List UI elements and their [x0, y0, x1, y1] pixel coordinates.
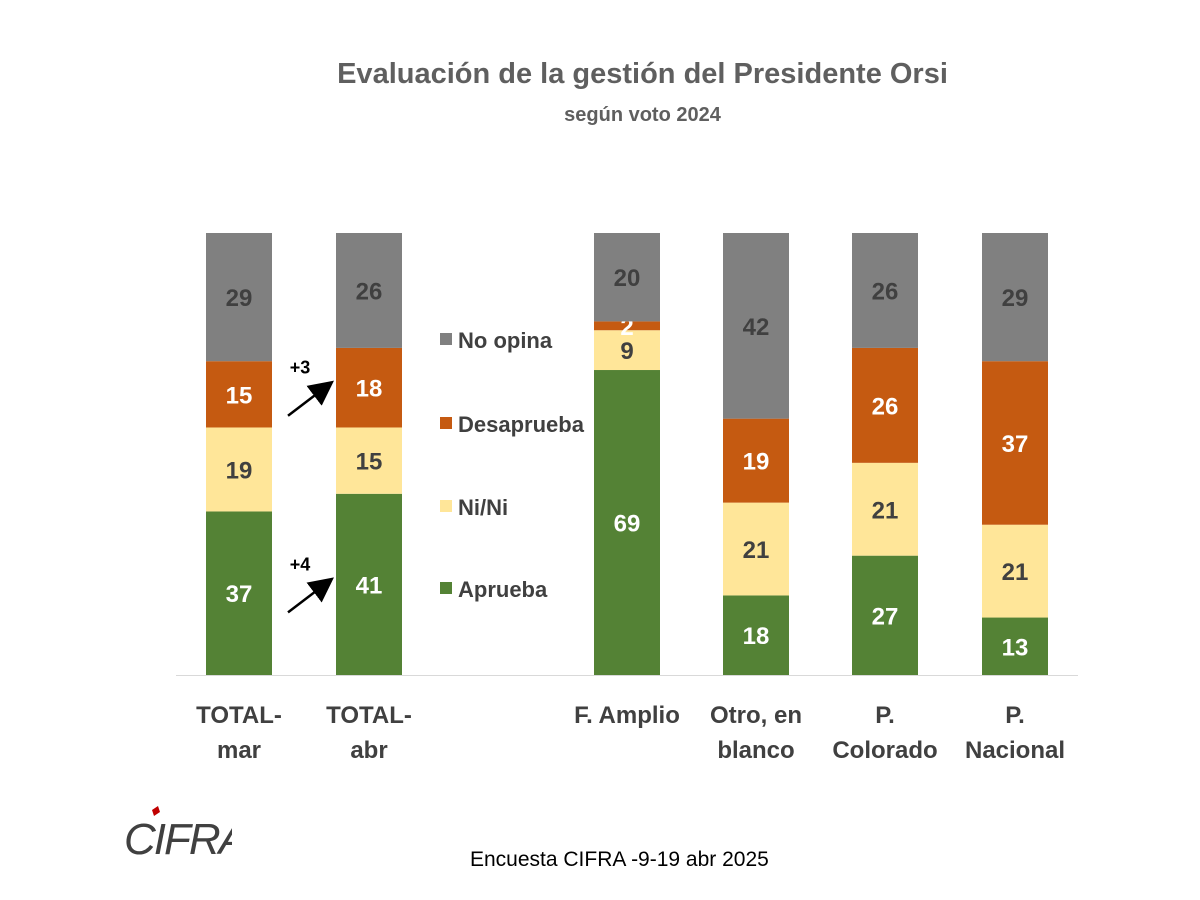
legend-swatch-desaprueba	[440, 417, 452, 429]
bar-segment-ni-ni-2	[594, 330, 660, 371]
source-note: Encuesta CIFRA -9-19 abr 2025	[470, 848, 769, 871]
bar-segment-no-opina-1	[336, 233, 402, 348]
bar-segment-ni-ni-3	[723, 502, 789, 596]
bar-segment-desaprueba-3	[723, 418, 789, 503]
bar-segment-no-opina-4	[852, 233, 918, 348]
legend-swatch-no-opina	[440, 333, 452, 345]
category-label-3-1: blanco	[717, 737, 794, 764]
cifra-logo: CIFRA	[124, 806, 232, 862]
data-label-desaprueba-0: 15	[226, 382, 253, 409]
bar-segment-aprueba-2	[594, 370, 660, 675]
chart-title: Evaluación de la gestión del Presidente …	[337, 58, 948, 90]
logo-wordmark: CIFRA	[124, 815, 232, 862]
data-label-no-opina-1: 26	[356, 278, 383, 305]
bar-segment-ni-ni-1	[336, 427, 402, 494]
category-label-5-1: Nacional	[965, 737, 1065, 764]
legend-swatch-aprueba	[440, 582, 452, 594]
category-label-0-1: mar	[217, 737, 261, 764]
bar-segment-ni-ni-4	[852, 462, 918, 556]
category-label-0-0: TOTAL-	[196, 702, 282, 729]
legend-label-aprueba: Aprueba	[458, 577, 548, 602]
data-label-ni-ni-0: 19	[226, 457, 253, 484]
bar-segment-aprueba-5	[982, 617, 1048, 675]
data-label-aprueba-3: 18	[743, 623, 770, 650]
data-label-aprueba-0: 37	[226, 581, 253, 608]
legend-label-desaprueba: Desaprueba	[458, 412, 585, 437]
bar-segment-desaprueba-1	[336, 347, 402, 428]
change-arrow-desaprueba	[287, 380, 334, 417]
change-label-desaprueba: +3	[290, 358, 311, 378]
category-label-2-0: F. Amplio	[574, 702, 680, 729]
change-arrow-aprueba	[287, 577, 334, 614]
bar-segment-ni-ni-5	[982, 524, 1048, 618]
data-label-no-opina-0: 29	[226, 285, 253, 312]
bar-segment-aprueba-1	[336, 493, 402, 675]
legend-label-ni-ni: Ni/Ni	[458, 495, 508, 520]
legend-swatch-ni-ni	[440, 500, 452, 512]
data-label-ni-ni-4: 21	[872, 497, 899, 524]
bar-segment-no-opina-0	[206, 233, 272, 362]
bar-segment-aprueba-0	[206, 511, 272, 675]
data-label-no-opina-5: 29	[1002, 285, 1029, 312]
data-label-desaprueba-4: 26	[872, 393, 899, 420]
change-label-aprueba: +4	[290, 554, 311, 574]
chart-subtitle: según voto 2024	[564, 104, 721, 126]
bar-segment-no-opina-5	[982, 233, 1048, 362]
bar-segment-desaprueba-0	[206, 361, 272, 428]
bar-segment-desaprueba-4	[852, 347, 918, 463]
data-label-aprueba-4: 27	[872, 603, 899, 630]
data-label-ni-ni-3: 21	[743, 537, 770, 564]
category-label-4-0: P.	[875, 702, 895, 729]
data-label-no-opina-4: 26	[872, 278, 899, 305]
bar-segment-aprueba-4	[852, 555, 918, 675]
data-label-no-opina-2: 20	[614, 265, 641, 292]
category-label-1-0: TOTAL-	[326, 702, 412, 729]
category-label-3-0: Otro, en	[710, 702, 802, 729]
bar-segment-aprueba-3	[723, 595, 789, 675]
bar-segment-ni-ni-0	[206, 427, 272, 512]
category-label-1-1: abr	[350, 737, 387, 764]
data-label-ni-ni-5: 21	[1002, 559, 1029, 586]
data-label-no-opina-3: 42	[743, 314, 770, 341]
data-label-aprueba-1: 41	[356, 572, 383, 599]
data-label-aprueba-2: 69	[614, 511, 641, 538]
data-label-desaprueba-5: 37	[1002, 431, 1029, 458]
data-label-ni-ni-1: 15	[356, 449, 383, 476]
category-label-4-1: Colorado	[832, 737, 937, 764]
data-label-desaprueba-3: 19	[743, 449, 770, 476]
data-label-ni-ni-2: 9	[620, 338, 633, 365]
category-label-5-0: P.	[1005, 702, 1025, 729]
bar-segment-no-opina-3	[723, 233, 789, 419]
bar-segment-no-opina-2	[594, 233, 660, 322]
bar-segment-desaprueba-2	[594, 321, 660, 331]
data-label-desaprueba-1: 18	[356, 376, 383, 403]
data-label-aprueba-5: 13	[1002, 634, 1029, 661]
legend-label-no-opina: No opina	[458, 328, 553, 353]
logo-accent	[152, 806, 160, 816]
bar-segment-desaprueba-5	[982, 361, 1048, 525]
